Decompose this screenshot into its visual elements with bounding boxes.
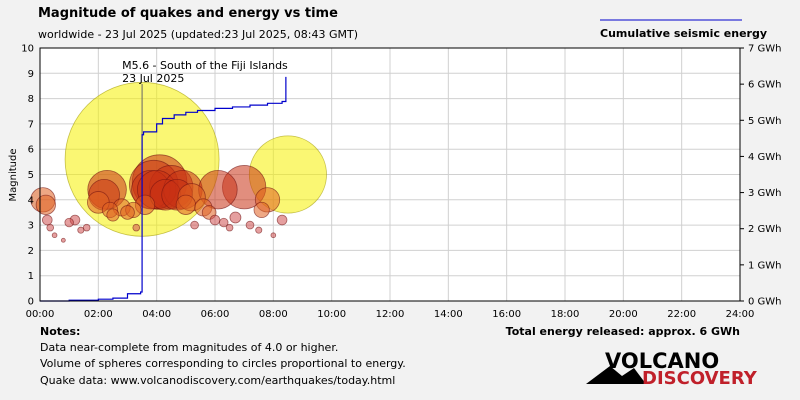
- annotation-title: M5.6 - South of the Fiji Islands: [122, 59, 288, 72]
- quake-marker: [270, 232, 277, 239]
- x-tick-label: 10:00: [317, 309, 346, 320]
- y-tick-label: 3: [28, 221, 34, 232]
- y-tick-label: 8: [28, 94, 34, 105]
- annotation-date: 23 Jul 2025: [122, 72, 184, 85]
- y-tick-label: 10: [21, 44, 34, 55]
- y2-tick-label: 0 GWh: [748, 297, 782, 308]
- quake-marker: [41, 214, 53, 226]
- y2-tick-label: 6 GWh: [748, 80, 782, 91]
- quake-marker: [132, 223, 141, 232]
- quake-marker: [245, 220, 255, 230]
- x-tick-label: 12:00: [376, 309, 405, 320]
- y-tick-label: 0: [28, 297, 34, 308]
- y2-tick-label: 5 GWh: [748, 116, 782, 127]
- quake-marker: [35, 194, 56, 215]
- x-tick-label: 06:00: [201, 309, 230, 320]
- cumulative-energy-line: [40, 76, 287, 302]
- y2-tick-label: 1 GWh: [748, 260, 782, 271]
- x-tick-label: 02:00: [84, 309, 113, 320]
- y2-tick-label: 3 GWh: [748, 188, 782, 199]
- quake-marker: [106, 208, 120, 222]
- quake-marker: [219, 217, 229, 228]
- notes-line-1: Data near-complete from magnitudes of 4.…: [40, 341, 338, 354]
- notes-line-2: Volume of spheres corresponding to circl…: [40, 357, 406, 370]
- x-tick-label: 00:00: [26, 309, 55, 320]
- quake-marker: [229, 211, 242, 224]
- y-axis-right-ticks: 0 GWh 1 GWh 2 GWh 3 GWh 4 GWh 5 GWh 6 GWh 7 GWh: [740, 44, 782, 308]
- plot-frame: [39, 47, 741, 302]
- notes-title: Notes:: [40, 325, 80, 338]
- total-energy: Total energy released: approx. 6 GWh: [506, 325, 740, 338]
- quake-marker: [190, 220, 199, 230]
- logo-volcano: VOLCANO: [605, 349, 719, 373]
- x-tick-label: 16:00: [492, 309, 521, 320]
- y2-tick-label: 2 GWh: [748, 224, 782, 235]
- x-tick-label: 22:00: [667, 309, 696, 320]
- y-tick-label: 9: [28, 69, 34, 80]
- quake-marker: [209, 214, 221, 226]
- volcano-logo-icon: [586, 366, 646, 384]
- x-tick-label: 04:00: [142, 309, 171, 320]
- x-tick-label: 20:00: [609, 309, 638, 320]
- quake-marker: [60, 237, 66, 243]
- quake-marker: [64, 217, 74, 228]
- legend-energy-label: Cumulative seismic energy: [600, 27, 767, 40]
- quake-marker: [255, 226, 263, 234]
- notes-line-3: Quake data: www.volcanodiscovery.com/ear…: [40, 374, 395, 387]
- y2-tick-label: 7 GWh: [748, 44, 782, 55]
- chart-title: Magnitude of quakes and energy vs time: [38, 6, 338, 21]
- y2-tick-label: 4 GWh: [748, 152, 782, 163]
- y-tick-label: 6: [28, 145, 34, 156]
- x-axis-ticks: 00:00 02:00 04:00 06:00 08:00 10:00 12:00 14:00…: [26, 309, 755, 320]
- quake-marker: [77, 226, 85, 234]
- quake-marker: [120, 205, 135, 220]
- y-axis-left-ticks: 0 1 2 3 4 5 6 7 8 9 10: [21, 44, 34, 308]
- y-tick-label: 4: [28, 195, 34, 206]
- y-tick-label: 1: [28, 271, 34, 282]
- quake-marker: [253, 201, 270, 219]
- quake-marker: [225, 223, 234, 232]
- quake-marker: [175, 194, 196, 215]
- y-tick-label: 2: [28, 246, 34, 257]
- y-axis-label: Magnitude: [8, 149, 19, 202]
- quake-marker: [276, 214, 288, 226]
- y-tick-label: 7: [28, 119, 34, 130]
- quake-marker: [82, 223, 91, 232]
- y-tick-label: 5: [28, 170, 34, 181]
- x-tick-label: 08:00: [259, 309, 288, 320]
- quake-marker: [51, 232, 58, 239]
- logo-discovery: DISCOVERY: [642, 368, 758, 389]
- x-tick-label: 18:00: [551, 309, 580, 320]
- quake-marker: [46, 223, 55, 232]
- chart-subtitle: worldwide - 23 Jul 2025 (updated:23 Jul …: [38, 28, 358, 41]
- x-tick-label: 24:00: [726, 309, 755, 320]
- x-tick-label: 14:00: [434, 309, 463, 320]
